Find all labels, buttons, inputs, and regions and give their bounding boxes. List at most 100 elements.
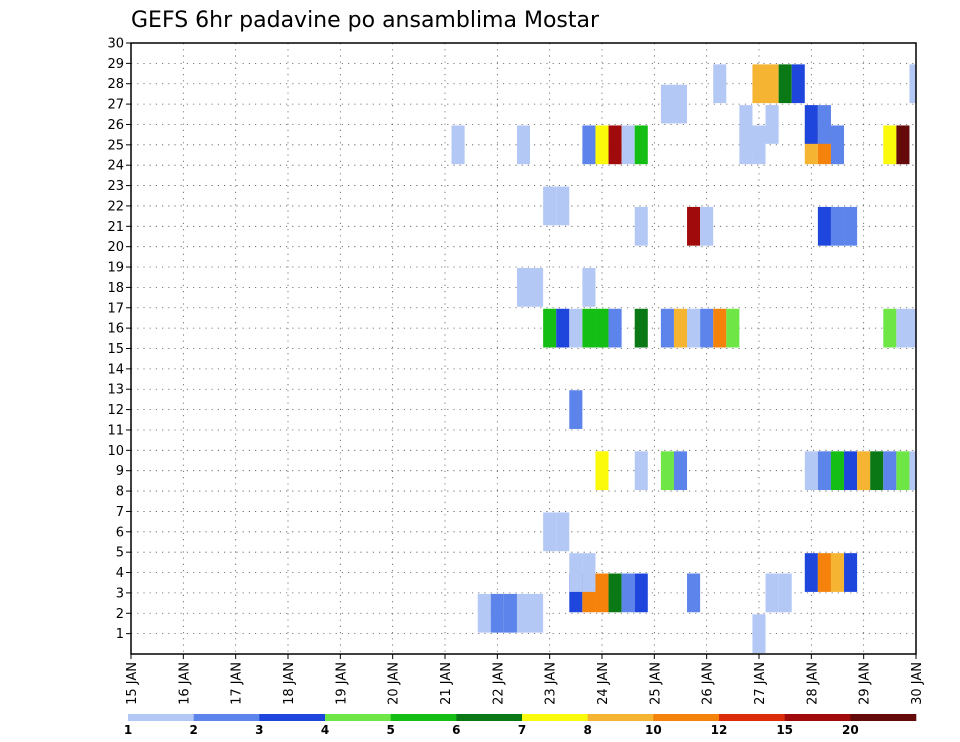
y-tick-label: 28 (107, 77, 124, 92)
precip-cell (752, 614, 766, 653)
precip-cell (687, 573, 701, 613)
y-tick-label: 15 (107, 342, 124, 357)
precip-cell (582, 125, 596, 165)
x-tick-label: 28 JAN (805, 662, 820, 705)
colorbar-swatch (784, 714, 851, 721)
y-tick-label: 30 (107, 37, 124, 52)
y-tick-label: 22 (107, 199, 124, 214)
grid-lines (131, 43, 916, 654)
precip-cell (896, 451, 910, 491)
x-tick-label: 23 JAN (544, 662, 559, 705)
y-tick-label: 2 (116, 607, 124, 622)
precip-cell (804, 553, 818, 592)
precip-cell (556, 512, 570, 552)
precip-cell (700, 308, 714, 348)
y-tick-label: 16 (107, 322, 124, 337)
y-tick-label: 3 (116, 586, 124, 601)
colorbar-swatch (193, 714, 260, 721)
x-tick-label: 18 JAN (282, 662, 297, 705)
colorbar-swatch (390, 714, 457, 721)
y-tick-label: 9 (116, 464, 124, 479)
precip-cell (883, 308, 897, 348)
precip-cell (516, 593, 531, 633)
precip-cell (530, 268, 544, 307)
precip-cell (556, 186, 570, 226)
colorbar-label: 7 (518, 723, 526, 737)
precip-cell (778, 573, 792, 613)
precip-cell (713, 308, 727, 348)
precip-cell (516, 125, 531, 165)
precip-cell (634, 125, 648, 165)
precip-cell (595, 308, 609, 348)
y-tick-label: 13 (107, 383, 124, 398)
precip-cell (595, 125, 609, 165)
precip-cell (634, 573, 648, 613)
precip-cell (752, 64, 766, 104)
y-tick-label: 12 (107, 403, 124, 418)
precip-cell (896, 308, 910, 348)
precip-cell (543, 308, 557, 348)
x-tick-label: 17 JAN (230, 662, 245, 705)
colorbar-label: 15 (776, 723, 793, 737)
precip-cell (543, 512, 557, 552)
colorbar-swatch (587, 714, 654, 721)
precip-cell (739, 105, 753, 144)
x-tick-label: 19 JAN (334, 662, 349, 705)
x-tick-label: 22 JAN (491, 662, 506, 705)
colorbar-label: 8 (583, 723, 591, 737)
precip-cell (451, 125, 465, 165)
precip-cell (687, 308, 701, 348)
precip-cell (608, 308, 622, 348)
x-tick-label: 27 JAN (753, 662, 768, 705)
precip-cell (909, 451, 916, 491)
x-tick-label: 30 JAN (910, 662, 925, 705)
colorbar-label: 6 (452, 723, 460, 737)
precip-cell (817, 451, 831, 491)
colorbar-label: 1 (124, 723, 132, 737)
colorbar: 1 2 3 4 5 6 7 8 10 12 15 20 (124, 714, 917, 737)
precip-cell (830, 125, 845, 165)
precip-cell (713, 64, 727, 104)
precip-cell (778, 64, 792, 104)
precip-cell (844, 206, 858, 246)
precip-cell (870, 451, 884, 491)
precip-cell (582, 268, 596, 307)
precip-cell (804, 451, 818, 491)
precip-cell (883, 451, 897, 491)
precip-cell (634, 451, 648, 491)
precip-cell (673, 451, 688, 491)
x-tick-label: 25 JAN (648, 662, 663, 705)
colorbar-swatch (325, 714, 391, 721)
precip-cell (830, 206, 845, 246)
precip-cell (582, 553, 596, 592)
precip-cell (660, 451, 674, 491)
precip-cell (817, 105, 831, 144)
x-tick-label: 26 JAN (701, 662, 716, 705)
precip-cell (608, 125, 622, 165)
precip-cell (752, 125, 766, 165)
precip-cell (556, 308, 570, 348)
precip-cell (660, 308, 674, 348)
precip-cell (660, 84, 674, 124)
y-tick-label: 29 (107, 57, 124, 72)
precip-cell (569, 553, 583, 592)
precip-cell (857, 451, 871, 491)
precip-cell (634, 206, 648, 246)
precip-cell (582, 308, 596, 348)
y-tick-label: 23 (107, 179, 124, 194)
colorbar-label: 12 (711, 723, 728, 737)
colorbar-swatch (522, 714, 588, 721)
colorbar-swatch (128, 714, 194, 721)
precip-cell (830, 553, 845, 592)
precip-cell (830, 451, 845, 491)
precip-cell (634, 308, 648, 348)
precip-cell (490, 593, 504, 633)
precipitation-cells (451, 64, 916, 653)
colorbar-label: 3 (255, 723, 263, 737)
precip-cell (595, 451, 609, 491)
x-tick-label: 24 JAN (596, 662, 611, 705)
y-tick-label: 5 (116, 546, 124, 561)
x-tick-label: 29 JAN (858, 662, 873, 705)
precip-cell (569, 308, 583, 348)
